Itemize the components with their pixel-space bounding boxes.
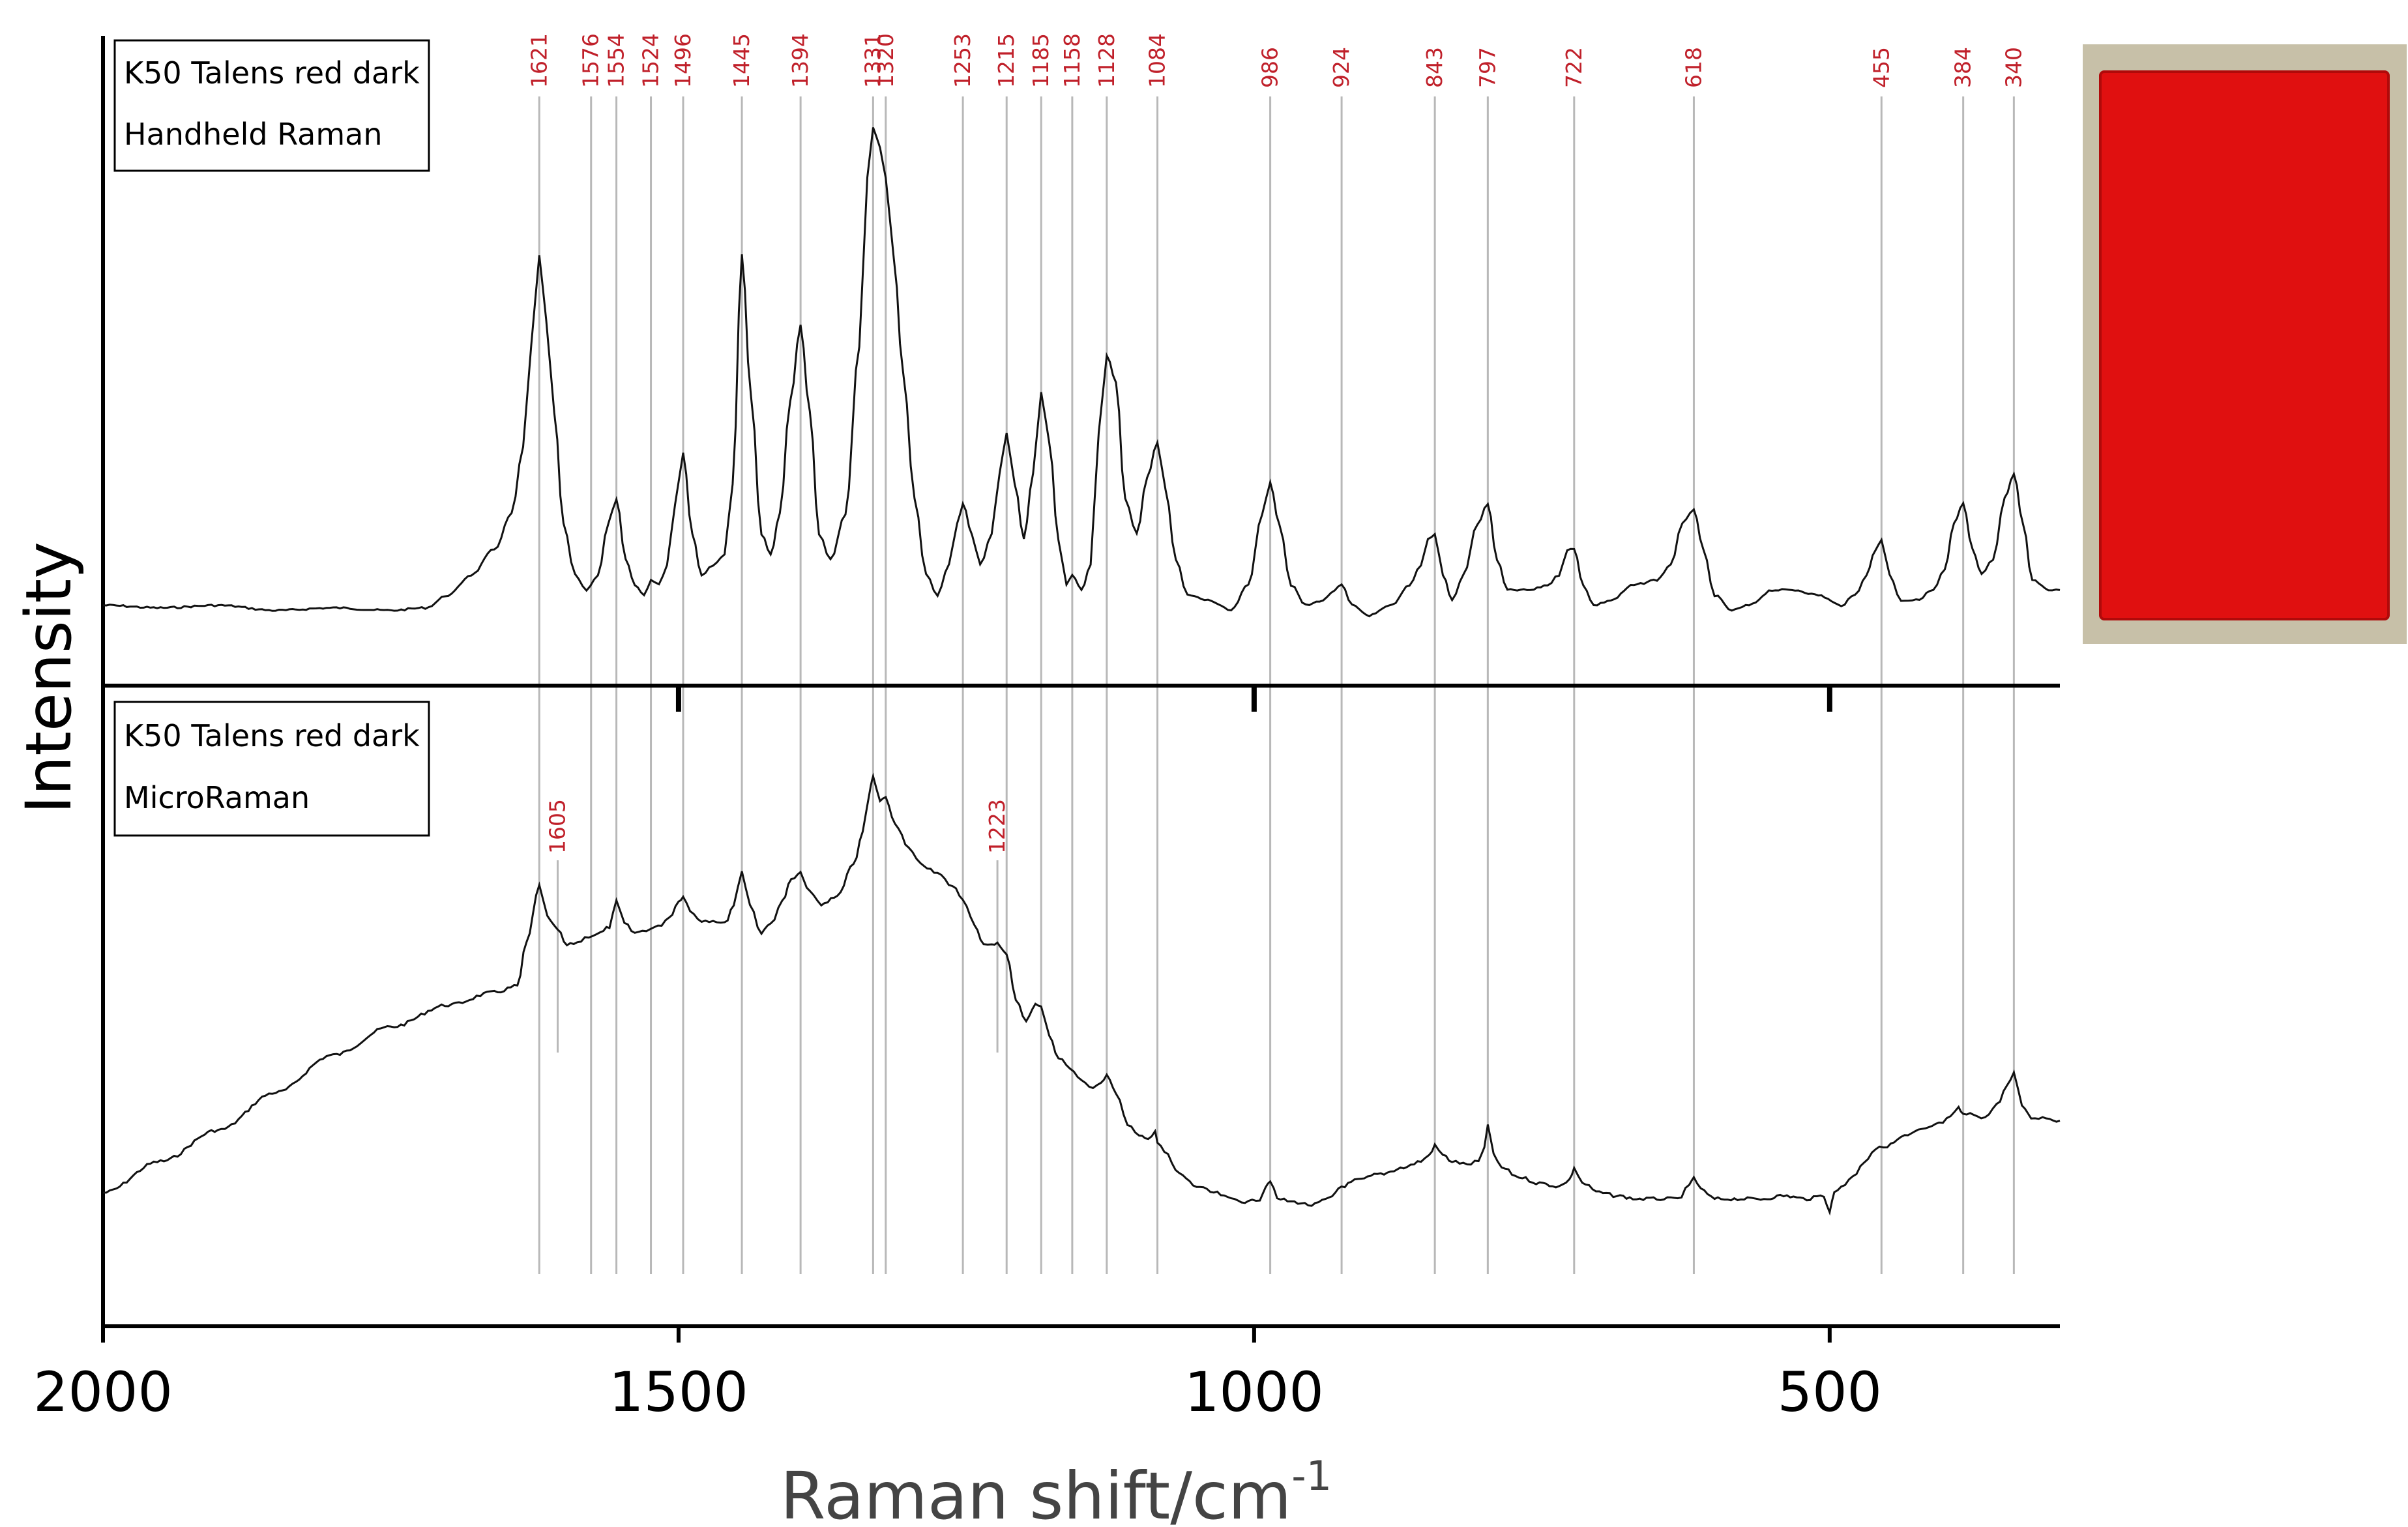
x-tick-label: 1500 — [609, 1360, 748, 1424]
peak-label: 384 — [1950, 47, 1976, 88]
peak-label: 1576 — [578, 33, 604, 88]
x-ticks: 2000 1500 1000 500 — [33, 1326, 1882, 1424]
sample-photo-swatch — [2100, 72, 2388, 619]
peak-label: 986 — [1257, 47, 1283, 88]
x-axis-title-main: Raman shift/cm — [780, 1458, 1291, 1527]
x-tick-label: 500 — [1778, 1360, 1882, 1424]
x-axis-title-superscript: -1 — [1291, 1452, 1332, 1500]
peak-label: 924 — [1329, 47, 1354, 88]
x-tick-label: 1000 — [1184, 1360, 1324, 1424]
peak-label: 1215 — [993, 33, 1019, 88]
microraman-spectrum-line — [102, 772, 2061, 1216]
peak-label: 455 — [1868, 47, 1894, 88]
x-axis-title: Raman shift/cm-1 — [780, 1452, 1332, 1527]
peak-label: 797 — [1475, 47, 1500, 88]
peak-label: 1621 — [526, 33, 551, 88]
panel-divider-ticks — [675, 686, 1832, 712]
handheld-label-box: K50 Talens red dark Handheld Raman — [113, 39, 430, 172]
peak-label: 618 — [1681, 47, 1706, 88]
peak-label: 722 — [1561, 47, 1587, 88]
handheld-instrument-label: Handheld Raman — [124, 117, 382, 152]
peak-label: 1445 — [729, 33, 754, 88]
peak-label: 340 — [2001, 47, 2026, 88]
microraman-sample-label: K50 Talens red dark — [124, 718, 420, 753]
sample-photo-shade — [2099, 70, 2390, 620]
peak-label: 1554 — [604, 33, 629, 88]
x-tick-label: 2000 — [33, 1360, 173, 1424]
peak-label: 1084 — [1145, 33, 1170, 88]
peak-label-bottom: 1605 — [545, 799, 570, 854]
sample-photo — [2083, 44, 2407, 644]
axes — [101, 36, 2060, 1328]
peak-label-bottom: 1223 — [984, 799, 1010, 854]
peak-label: 1253 — [950, 33, 975, 88]
microraman-instrument-label: MicroRaman — [124, 780, 310, 815]
peak-label: 1320 — [873, 33, 898, 88]
microraman-label-box: K50 Talens red dark MicroRaman — [113, 701, 430, 837]
peak-label: 1128 — [1094, 33, 1119, 88]
handheld-spectrum-line — [102, 127, 2061, 618]
peak-label: 1158 — [1059, 33, 1085, 88]
peak-label: 843 — [1422, 47, 1447, 88]
peak-label: 1331 — [860, 33, 885, 88]
peak-label: 1496 — [670, 33, 696, 88]
handheld-sample-label: K50 Talens red dark — [124, 55, 420, 91]
peak-label: 1394 — [787, 33, 813, 88]
peak-label: 1524 — [638, 33, 664, 88]
y-axis-title: Intensity — [12, 542, 85, 814]
peak-label: 1185 — [1028, 33, 1053, 88]
